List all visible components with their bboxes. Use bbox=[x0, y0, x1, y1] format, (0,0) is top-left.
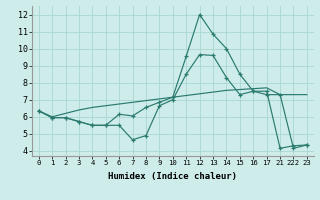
X-axis label: Humidex (Indice chaleur): Humidex (Indice chaleur) bbox=[108, 172, 237, 181]
